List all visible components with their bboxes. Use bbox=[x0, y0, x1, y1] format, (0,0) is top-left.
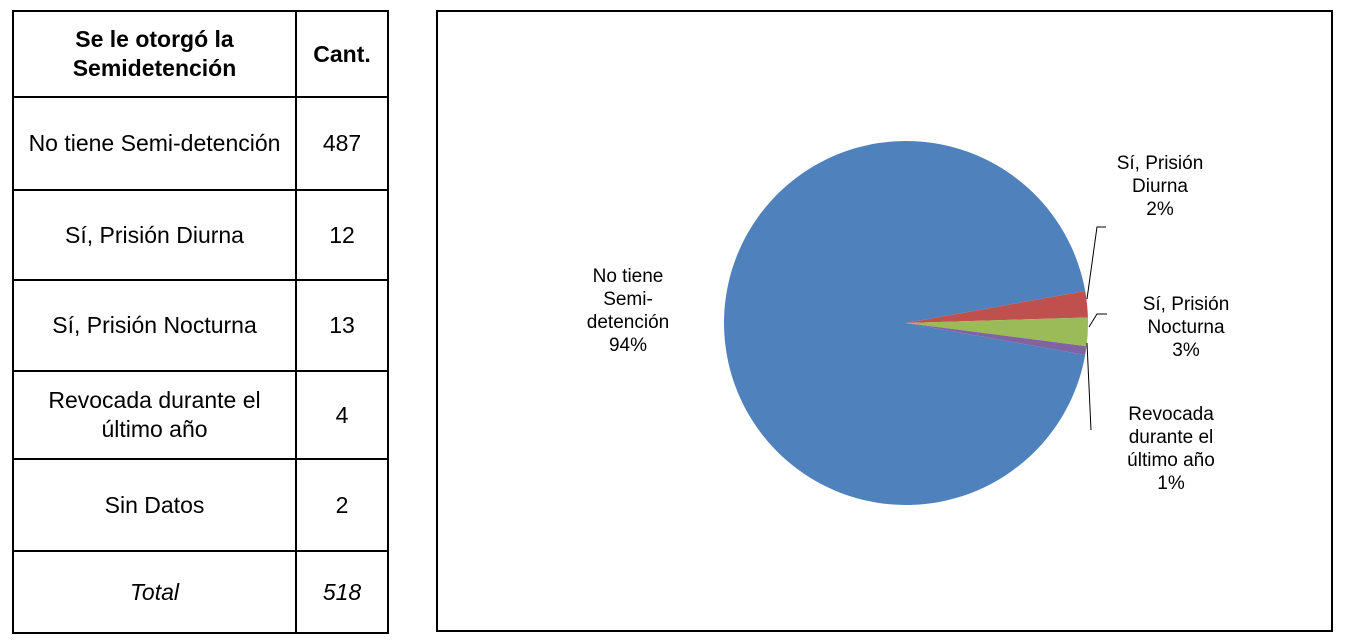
data-label-no-semidetencion: No tiene Semi-detención 94% bbox=[587, 266, 669, 356]
data-label-prision-nocturna: Sí, Prisión Nocturna 3% bbox=[1143, 294, 1230, 361]
row-qty: 4 bbox=[295, 370, 389, 460]
row-label: Sí, Prisión Nocturna bbox=[12, 279, 297, 372]
leader-line-revocada bbox=[1086, 342, 1092, 431]
row-label: Sin Datos bbox=[12, 458, 297, 552]
table-row: Sin Datos 2 bbox=[12, 458, 389, 552]
data-label-prision-diurna: Sí, Prisión Diurna 2% bbox=[1117, 153, 1204, 220]
row-qty: 12 bbox=[295, 189, 389, 281]
header-category: Se le otorgó la Semidetención bbox=[12, 10, 297, 98]
pie-chart: No tiene Semi-detención 94% Sí, Prisión Diur… bbox=[587, 141, 1230, 505]
table-row: Revocada durante el último año 4 bbox=[12, 370, 389, 460]
summary-table: Se le otorgó la Semidetención Cant. No t… bbox=[12, 10, 389, 634]
row-qty: 487 bbox=[295, 96, 389, 191]
pie-slice-no-semidetencion bbox=[724, 141, 1086, 505]
data-label-revocada: Revocada durante el último año 1% bbox=[1127, 404, 1215, 494]
table-header-row: Se le otorgó la Semidetención Cant. bbox=[12, 10, 389, 98]
table-row: Sí, Prisión Diurna 12 bbox=[12, 189, 389, 281]
total-qty: 518 bbox=[295, 550, 389, 634]
pie-slice-prision-nocturna bbox=[906, 317, 1088, 347]
row-qty: 13 bbox=[295, 279, 389, 372]
row-label: Sí, Prisión Diurna bbox=[12, 189, 297, 281]
row-label: No tiene Semi-detención bbox=[12, 96, 297, 191]
pie-chart-frame: No tiene Semi-detención 94% Sí, Prisión Diur… bbox=[436, 10, 1333, 632]
table-total-row: Total 518 bbox=[12, 550, 389, 634]
table-row: Sí, Prisión Nocturna 13 bbox=[12, 279, 389, 372]
leader-line-prision-diurna bbox=[1086, 226, 1106, 300]
row-qty: 2 bbox=[295, 458, 389, 552]
leader-line-prision-nocturna bbox=[1088, 313, 1107, 328]
row-label: Revocada durante el último año bbox=[12, 370, 297, 460]
pie-slice-revocada bbox=[906, 323, 1087, 355]
pie-slice-prision-diurna bbox=[906, 291, 1088, 323]
table-row: No tiene Semi-detención 487 bbox=[12, 96, 389, 191]
header-quantity: Cant. bbox=[295, 10, 389, 98]
total-label: Total bbox=[12, 550, 297, 634]
